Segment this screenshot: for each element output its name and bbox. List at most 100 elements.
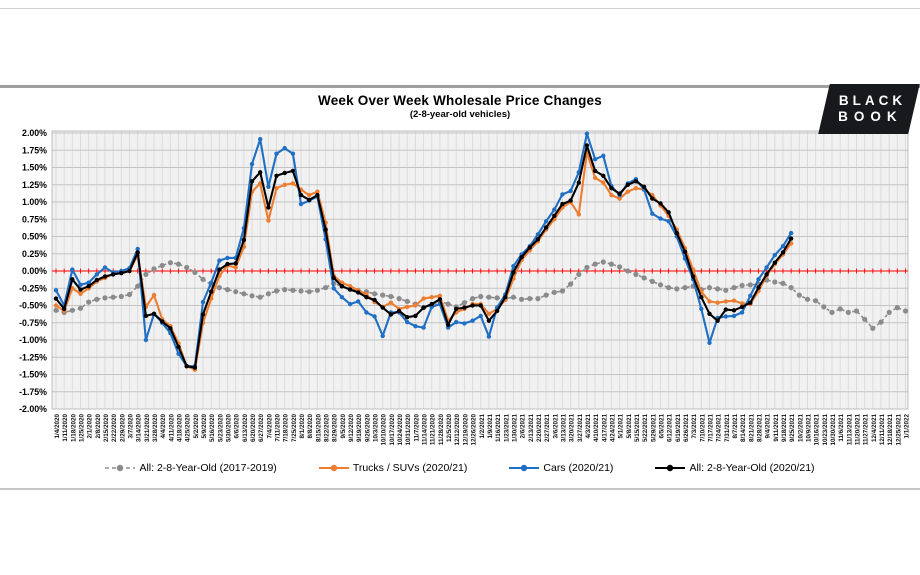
x-tick-label: 2/22/2020	[111, 414, 118, 443]
logo-text-black: BLACK	[839, 93, 907, 108]
x-tick-label: 9/11/2021	[773, 414, 780, 442]
y-tick-label: 1.75%	[22, 145, 47, 155]
x-tick-label: 10/3/2020	[373, 414, 380, 443]
y-tick-label: 0.00%	[22, 266, 47, 276]
x-tick-label: 4/10/2021	[593, 414, 600, 443]
legend-item-all-2020-21: All: 2-8-Year-Old (2020/21)	[655, 462, 815, 474]
x-tick-label: 2/13/2021	[528, 414, 535, 443]
x-tick-label: 4/18/2020	[177, 414, 184, 443]
x-tick-label: 1/16/2021	[495, 414, 502, 443]
x-tick-label: 11/7/2020	[413, 414, 420, 442]
x-tick-label: 3/27/2021	[577, 414, 584, 443]
x-tick-label: 9/26/2020	[364, 414, 371, 443]
x-tick-label: 4/3/2021	[585, 414, 592, 439]
y-tick-label: -1.25%	[19, 352, 47, 362]
x-tick-label: 2/6/2021	[520, 414, 527, 439]
x-tick-label: 4/4/2020	[160, 414, 167, 439]
legend-item-all-2017-2019: All: 2-8-Year-Old (2017-2019)	[105, 462, 277, 474]
y-tick-label: 0.25%	[22, 249, 47, 259]
y-tick-label: -0.50%	[19, 301, 47, 311]
x-tick-label: 10/17/2020	[389, 414, 396, 446]
x-tick-label: 4/25/2020	[185, 414, 192, 443]
x-tick-label: 11/14/2020	[422, 414, 429, 446]
x-tick-label: 7/4/2020	[266, 414, 273, 439]
x-tick-label: 2/29/2020	[119, 414, 126, 443]
x-tick-label: 3/28/2020	[152, 414, 159, 443]
x-tick-label: 5/23/2020	[217, 414, 224, 443]
legend-label: Cars (2020/21)	[543, 462, 614, 474]
x-tick-label: 10/2/2021	[797, 414, 804, 443]
x-tick-label: 6/26/2021	[683, 414, 690, 443]
x-tick-label: 5/22/2021	[642, 414, 649, 443]
x-tick-label: 2/1/2020	[87, 414, 94, 439]
x-tick-label: 7/25/2020	[291, 414, 298, 443]
legend-label: All: 2-8-Year-Old (2017-2019)	[139, 462, 277, 474]
legend-marker-gray-dashed	[105, 464, 136, 472]
y-tick-label: -1.00%	[19, 335, 47, 345]
x-tick-label: 6/20/2020	[250, 414, 257, 443]
x-tick-label: 11/21/2020	[430, 414, 437, 446]
x-tick-label: 9/19/2020	[356, 414, 363, 443]
x-tick-label: 10/10/2020	[381, 414, 388, 446]
legend-item-trucks-suvs: Trucks / SUVs (2020/21)	[318, 462, 468, 474]
x-tick-label: 1/1/2022	[904, 414, 911, 439]
x-tick-label: 10/31/2020	[405, 414, 412, 446]
x-tick-label: 5/16/2020	[209, 414, 216, 443]
x-tick-label: 5/8/2021	[626, 414, 633, 439]
x-tick-label: 4/17/2021	[601, 414, 608, 443]
x-tick-label: 12/18/2021	[887, 414, 894, 446]
x-tick-label: 3/7/2020	[128, 414, 135, 439]
x-tick-label: 12/25/2021	[895, 414, 902, 446]
x-tick-label: 6/6/2020	[234, 414, 241, 439]
x-tick-label: 3/20/2021	[569, 414, 576, 443]
x-tick-label: 6/5/2021	[658, 414, 665, 439]
chart-legend: All: 2-8-Year-Old (2017-2019) Trucks / S…	[0, 462, 920, 474]
y-tick-label: 1.00%	[22, 197, 47, 207]
x-tick-label: 1/25/2020	[79, 414, 86, 443]
x-tick-label: 3/21/2020	[144, 414, 151, 443]
x-tick-label: 9/4/2021	[765, 414, 772, 439]
y-tick-label: -1.75%	[19, 387, 47, 397]
x-tick-label: 2/27/2021	[544, 414, 551, 443]
x-tick-label: 1/18/2020	[70, 414, 77, 443]
x-tick-label: 8/28/2021	[756, 414, 763, 443]
y-tick-label: -1.50%	[19, 370, 47, 380]
x-tick-label: 5/9/2020	[201, 414, 208, 439]
x-tick-label: 7/24/2021	[716, 414, 723, 443]
legend-label: Trucks / SUVs (2020/21)	[352, 462, 468, 474]
legend-marker-orange	[318, 464, 349, 472]
y-tick-label: 0.75%	[22, 214, 47, 224]
x-tick-label: 12/19/2020	[462, 414, 469, 446]
x-tick-label: 4/24/2021	[609, 414, 616, 443]
x-tick-label: 9/5/2020	[340, 414, 347, 439]
plot-area	[52, 131, 908, 409]
y-tick-label: 1.25%	[22, 180, 47, 190]
x-tick-label: 10/16/2021	[814, 414, 821, 446]
x-tick-label: 3/14/2020	[136, 414, 143, 443]
chart-title: Week Over Week Wholesale Price Changes	[318, 93, 602, 108]
y-tick-label: 1.50%	[22, 163, 47, 173]
x-tick-label: 12/26/2020	[471, 414, 478, 446]
x-tick-label: 5/29/2021	[650, 414, 657, 443]
x-tick-label: 6/13/2020	[242, 414, 249, 443]
x-tick-label: 10/9/2021	[805, 414, 812, 443]
x-tick-label: 10/30/2021	[830, 414, 837, 446]
legend-marker-black	[655, 464, 686, 472]
x-tick-label: 4/11/2020	[168, 414, 175, 442]
x-tick-label: 12/11/2021	[879, 414, 886, 446]
x-tick-label: 3/6/2021	[552, 414, 559, 439]
chart-bottom-divider	[0, 488, 920, 490]
x-tick-label: 12/12/2020	[454, 414, 461, 446]
x-tick-label: 8/29/2020	[332, 414, 339, 443]
x-tick-label: 8/1/2020	[299, 414, 306, 439]
x-tick-label: 12/5/2020	[446, 414, 453, 443]
x-tick-label: 10/24/2020	[397, 414, 404, 446]
blackbook-logo: BLACK BOOK	[818, 84, 920, 134]
x-tick-label: 7/18/2020	[283, 414, 290, 443]
x-tick-label: 11/28/2020	[438, 414, 445, 446]
legend-marker-blue	[509, 464, 540, 472]
x-tick-label: 11/13/2021	[846, 414, 853, 446]
x-tick-label: 2/15/2020	[103, 414, 110, 443]
x-tick-label: 9/12/2020	[348, 414, 355, 443]
